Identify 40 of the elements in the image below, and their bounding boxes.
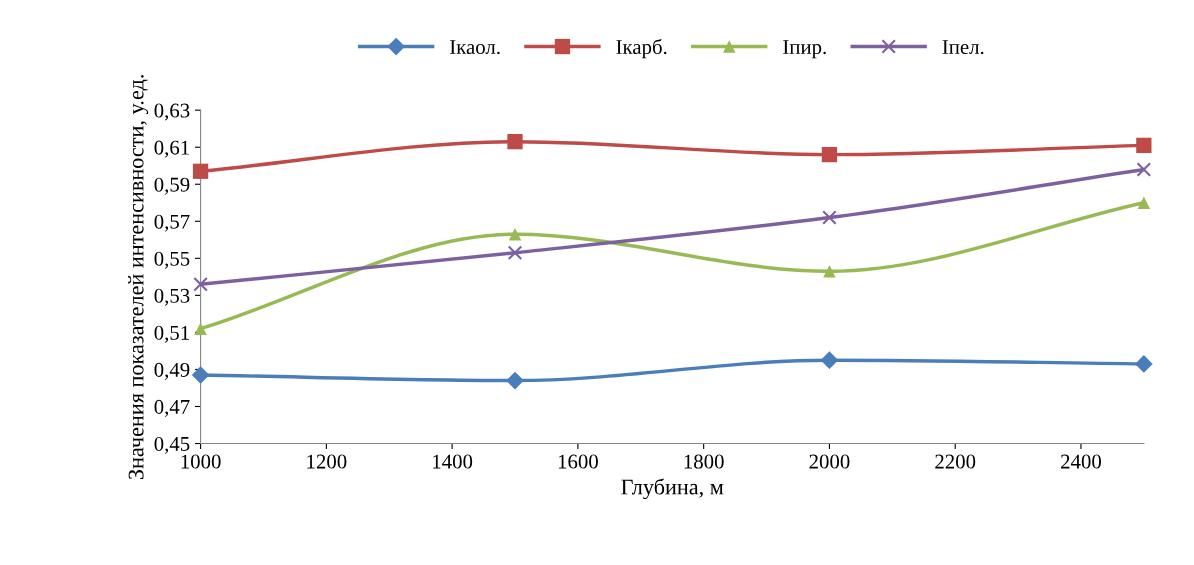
legend-label: Іпир. [783, 40, 826, 59]
point [507, 134, 523, 150]
point [821, 146, 838, 163]
y-tick-label: 0,63 [154, 103, 190, 121]
y-axis-title: Значения показателей интенсивности, у.ед. [128, 75, 149, 480]
point [507, 245, 523, 261]
legend-label: Ікаол. [450, 40, 500, 55]
point [194, 322, 207, 335]
point [1135, 355, 1153, 373]
point [508, 228, 522, 241]
y-tick-label: 0,45 [154, 436, 190, 454]
point [823, 265, 836, 278]
point [1137, 196, 1151, 210]
x-tick-label: 1600 [558, 454, 598, 469]
point [1136, 137, 1152, 153]
x-axis-title: Глубина, м [621, 478, 724, 500]
y-tick-label: 0,49 [154, 362, 190, 380]
legend-label: Іпел. [942, 40, 984, 55]
point [820, 351, 839, 370]
y-tick-label: 0,61 [154, 140, 189, 158]
x-tick-label: 1000 [181, 454, 221, 469]
x-tick-label: 1200 [307, 454, 347, 469]
y-tick-label: 0,57 [154, 214, 190, 232]
x-tick-label: 2400 [1061, 454, 1102, 469]
x-tick-label: 2200 [935, 454, 976, 469]
y-tick-label: 0,59 [154, 177, 190, 195]
x-tick-label: 1800 [684, 454, 724, 469]
point [506, 371, 524, 390]
point [1136, 162, 1152, 177]
point [193, 276, 208, 292]
x-tick-label: 2000 [809, 454, 850, 469]
point [191, 366, 210, 384]
y-tick-label: 0,47 [154, 399, 190, 417]
y-tick-label: 0,55 [154, 251, 190, 269]
legend-label: Ікарб. [616, 38, 667, 59]
point [822, 210, 837, 225]
y-tick-label: 0,51 [154, 325, 189, 343]
point [192, 163, 209, 179]
y-tick-label: 0,53 [154, 288, 190, 306]
x-tick-label: 1400 [433, 454, 473, 469]
